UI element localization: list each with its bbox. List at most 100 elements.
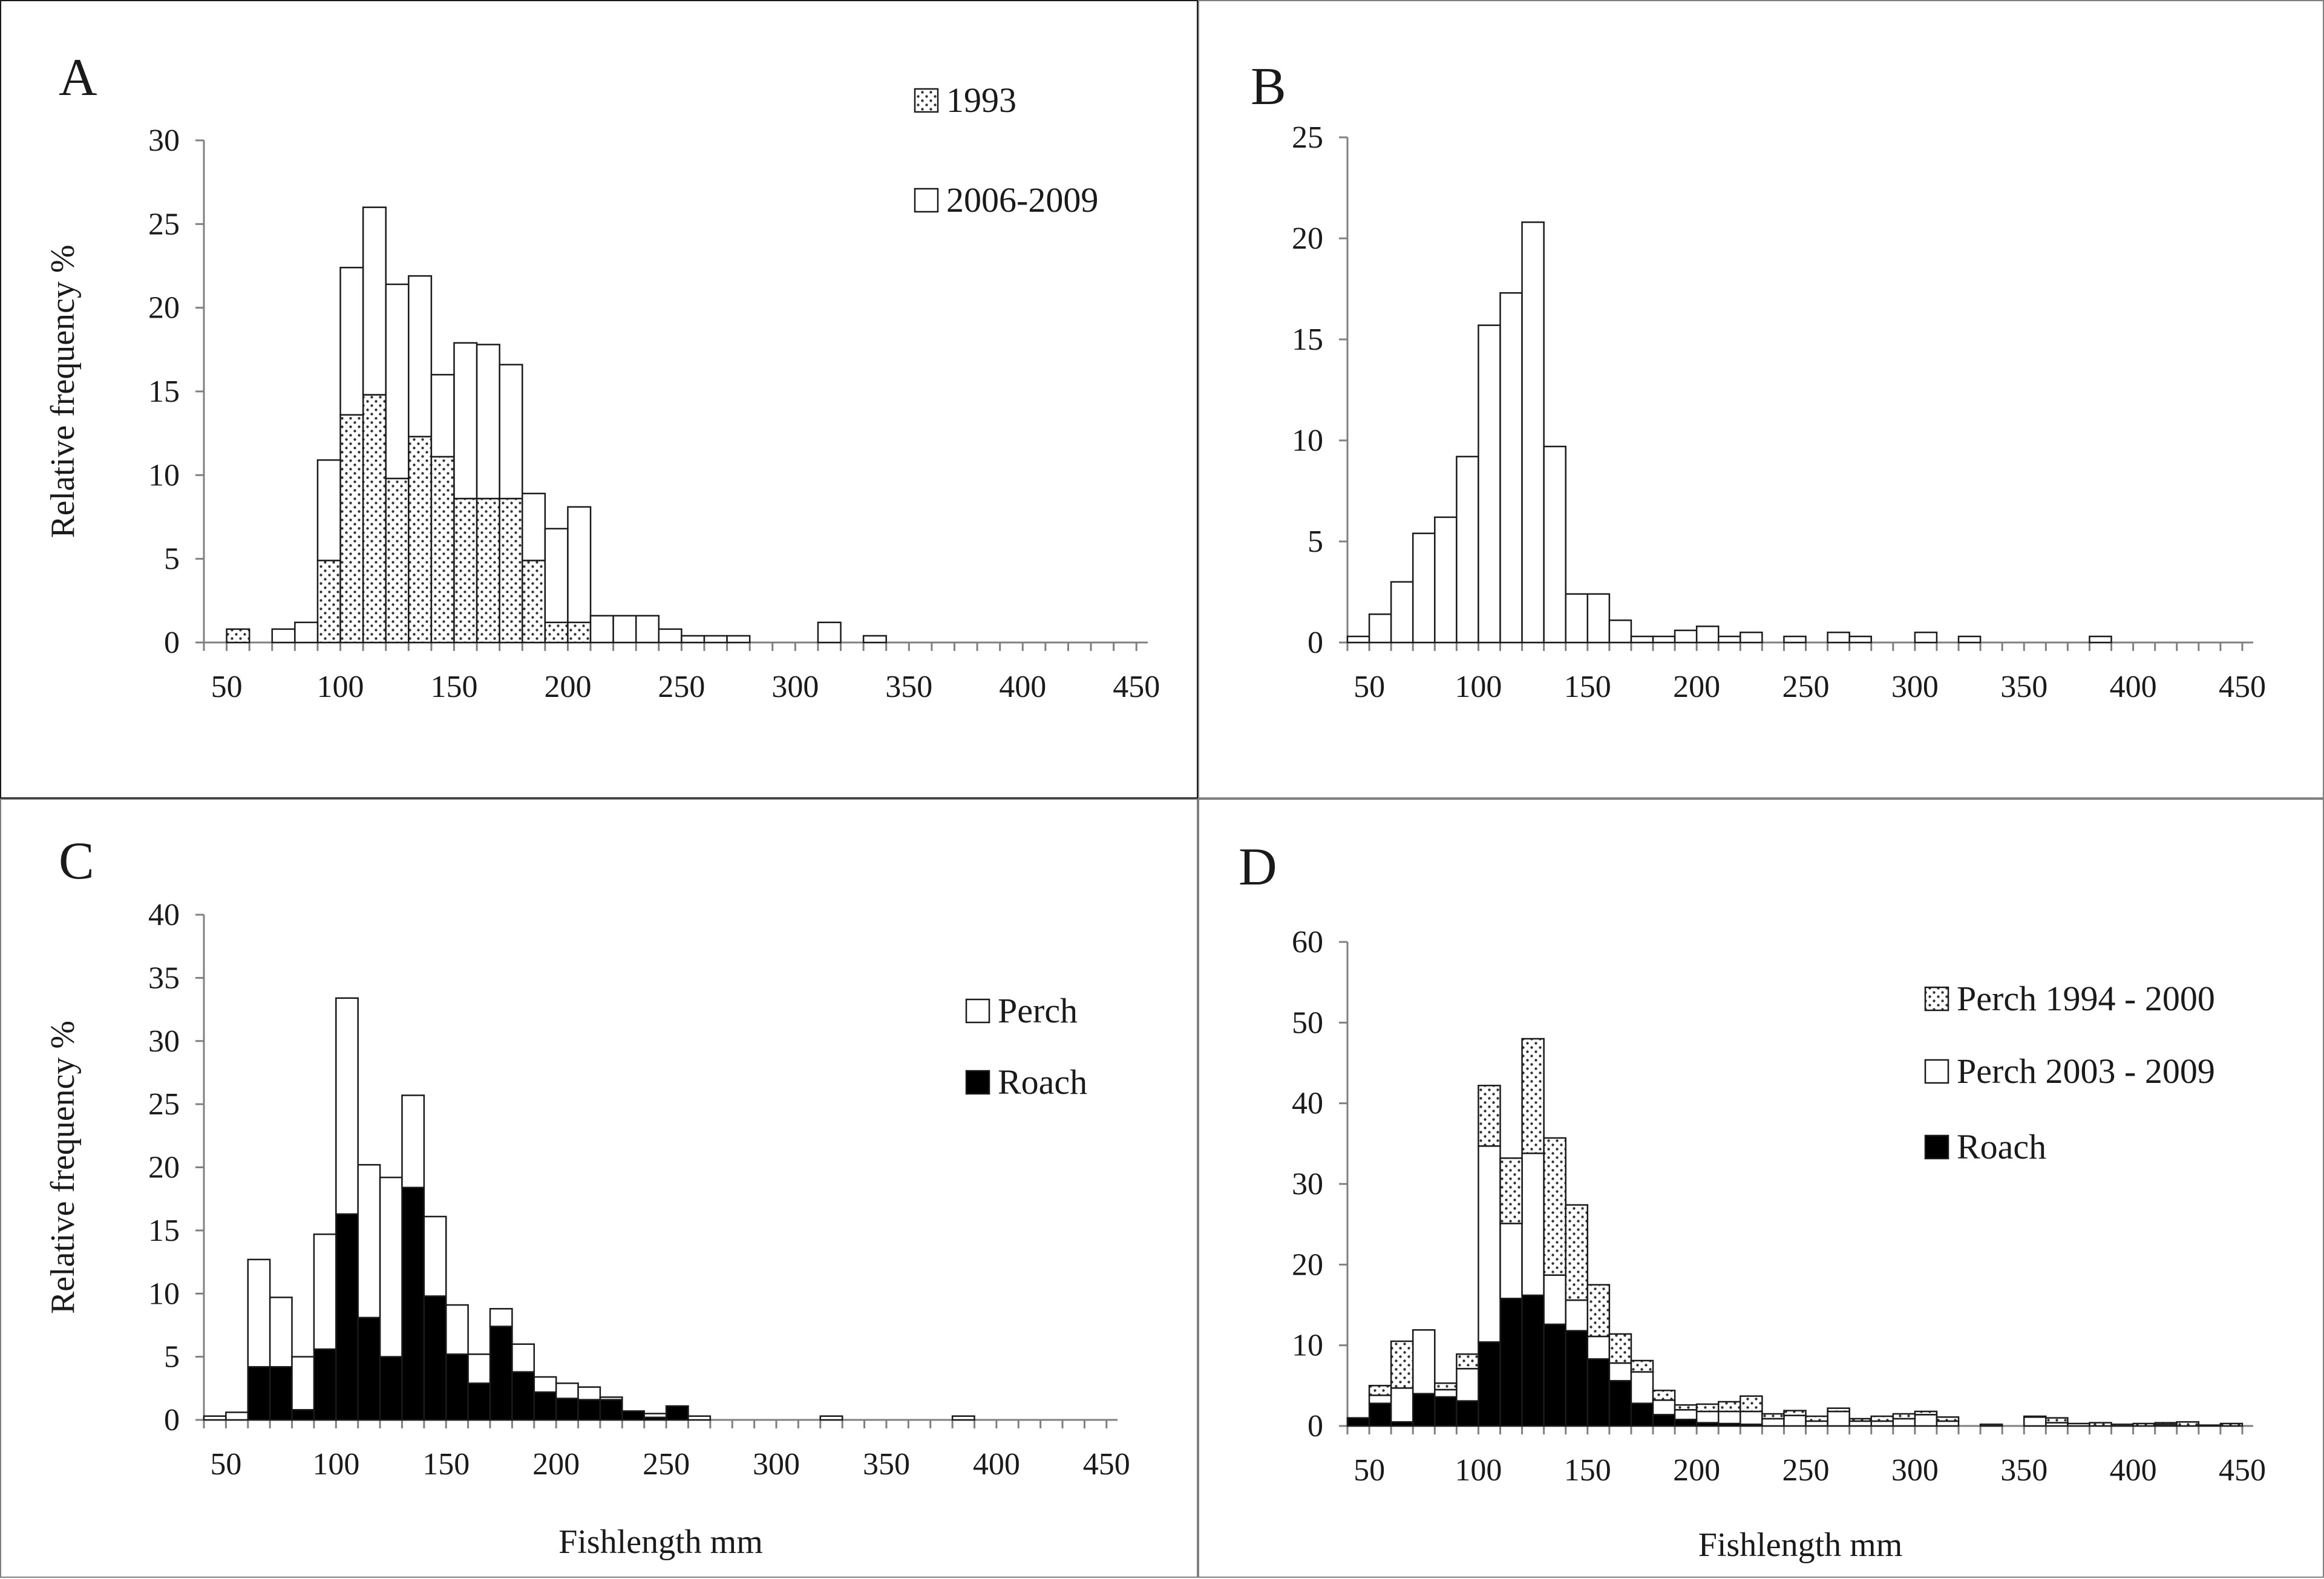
- bar: [1848, 1417, 1872, 1422]
- bar: [951, 1415, 975, 1421]
- panel-a: A 0 5 10 15 20 25 30 50 100 150 200 250 300 350 400 450 R…: [0, 0, 1198, 799]
- bar: [423, 1295, 447, 1421]
- bar: [453, 497, 478, 644]
- bar: [1630, 1402, 1654, 1427]
- bar: [379, 1176, 403, 1358]
- legend-swatch: [1924, 1134, 1949, 1160]
- bar: [555, 1398, 579, 1421]
- bar: [2132, 1422, 2156, 1427]
- bar: [599, 1396, 623, 1401]
- bar: [339, 414, 364, 644]
- bar: [1805, 1415, 1828, 1422]
- bar: [1434, 1388, 1458, 1398]
- bar: [1936, 1416, 1960, 1422]
- bar: [1565, 593, 1589, 644]
- bar: [1456, 456, 1479, 644]
- bar: [269, 1366, 293, 1421]
- bar: [544, 621, 569, 644]
- bar: [2198, 1424, 2222, 1427]
- bar: [1695, 1410, 1720, 1424]
- bar: [1717, 1410, 1741, 1425]
- x-tick-label: 250: [658, 670, 705, 704]
- bar: [291, 1409, 315, 1421]
- bar: [1827, 632, 1850, 644]
- bar: [1368, 1402, 1392, 1427]
- x-tick-label: 350: [863, 1447, 910, 1482]
- bar: [1499, 292, 1523, 644]
- bar: [1478, 1341, 1501, 1427]
- y-tick-label: 15: [1292, 322, 1323, 357]
- bar: [499, 497, 523, 644]
- bar: [1608, 1380, 1632, 1427]
- bar: [2110, 1424, 2134, 1427]
- y-tick-label: 40: [1292, 1087, 1323, 1121]
- bar: [1586, 1358, 1611, 1427]
- bar: [511, 1371, 535, 1421]
- y-axis-label: Relative frequency %: [44, 244, 82, 538]
- bar: [533, 1391, 557, 1421]
- bar: [544, 528, 569, 624]
- series-2006-2009: [271, 206, 887, 644]
- bar: [1521, 1152, 1545, 1296]
- bar: [1608, 1362, 1632, 1382]
- bar: [1761, 1417, 1785, 1427]
- bar: [643, 1413, 667, 1419]
- y-axis-label: Relative frequency %: [44, 1021, 82, 1314]
- bar: [1521, 1038, 1545, 1154]
- legend-label: Perch 1994 - 2000: [1957, 979, 2215, 1018]
- bar: [533, 1376, 557, 1393]
- bar: [1914, 1414, 1938, 1427]
- x-tick-label: 400: [973, 1447, 1020, 1482]
- y-tick-label: 5: [1308, 525, 1323, 559]
- bar: [1740, 632, 1763, 644]
- bar: [1412, 532, 1436, 644]
- bar: [681, 635, 705, 644]
- legend-swatch: [914, 88, 939, 113]
- bar: [2176, 1421, 2200, 1427]
- y-tick-label: 10: [148, 1277, 180, 1311]
- bar: [499, 364, 523, 500]
- legend-swatch: [965, 1070, 990, 1095]
- panel-b: B 0 5 10 15 20 25 50 100 150 200 250 300 350 400 450: [1198, 0, 2324, 799]
- bar: [489, 1308, 513, 1327]
- x-tick-label: 350: [885, 670, 932, 704]
- bar: [1870, 1415, 1894, 1422]
- x-tick-label: 450: [1113, 670, 1160, 704]
- bar: [1674, 1409, 1698, 1420]
- bar: [467, 1382, 491, 1421]
- x-tick-label: 250: [1782, 1453, 1830, 1488]
- series-roach: [247, 1186, 689, 1421]
- legend-label: 1993: [946, 80, 1016, 120]
- bar: [1608, 620, 1632, 644]
- x-tick-label: 200: [1673, 1453, 1720, 1488]
- bar: [621, 1410, 645, 1421]
- legend-label: Perch: [998, 991, 1078, 1030]
- bar: [313, 1348, 337, 1421]
- x-tick-label: 350: [2000, 670, 2047, 704]
- y-tick-label: 0: [164, 1403, 180, 1437]
- bar: [1914, 1410, 1938, 1416]
- x-tick-label: 300: [771, 670, 819, 704]
- bar: [430, 374, 455, 458]
- bar: [1390, 581, 1414, 644]
- bar: [430, 456, 455, 644]
- bar: [1608, 1333, 1632, 1364]
- x-tick-label: 50: [1353, 1453, 1385, 1488]
- series-main: [1346, 221, 2112, 644]
- bar: [1761, 1413, 1785, 1420]
- y-tick-label: 10: [148, 458, 180, 492]
- bar: [577, 1386, 601, 1401]
- series-perch: [203, 997, 975, 1421]
- bar: [1346, 635, 1370, 644]
- bar: [335, 997, 359, 1215]
- bar: [658, 628, 682, 644]
- y-tick-label: 15: [148, 374, 180, 409]
- bar: [635, 615, 660, 644]
- bar: [385, 477, 410, 644]
- bar: [1717, 635, 1741, 644]
- bar: [599, 1399, 623, 1421]
- x-tick-label: 300: [1891, 1453, 1939, 1488]
- bar: [1456, 1400, 1479, 1427]
- bar: [1979, 1424, 2003, 1427]
- y-tick-label: 25: [148, 207, 180, 241]
